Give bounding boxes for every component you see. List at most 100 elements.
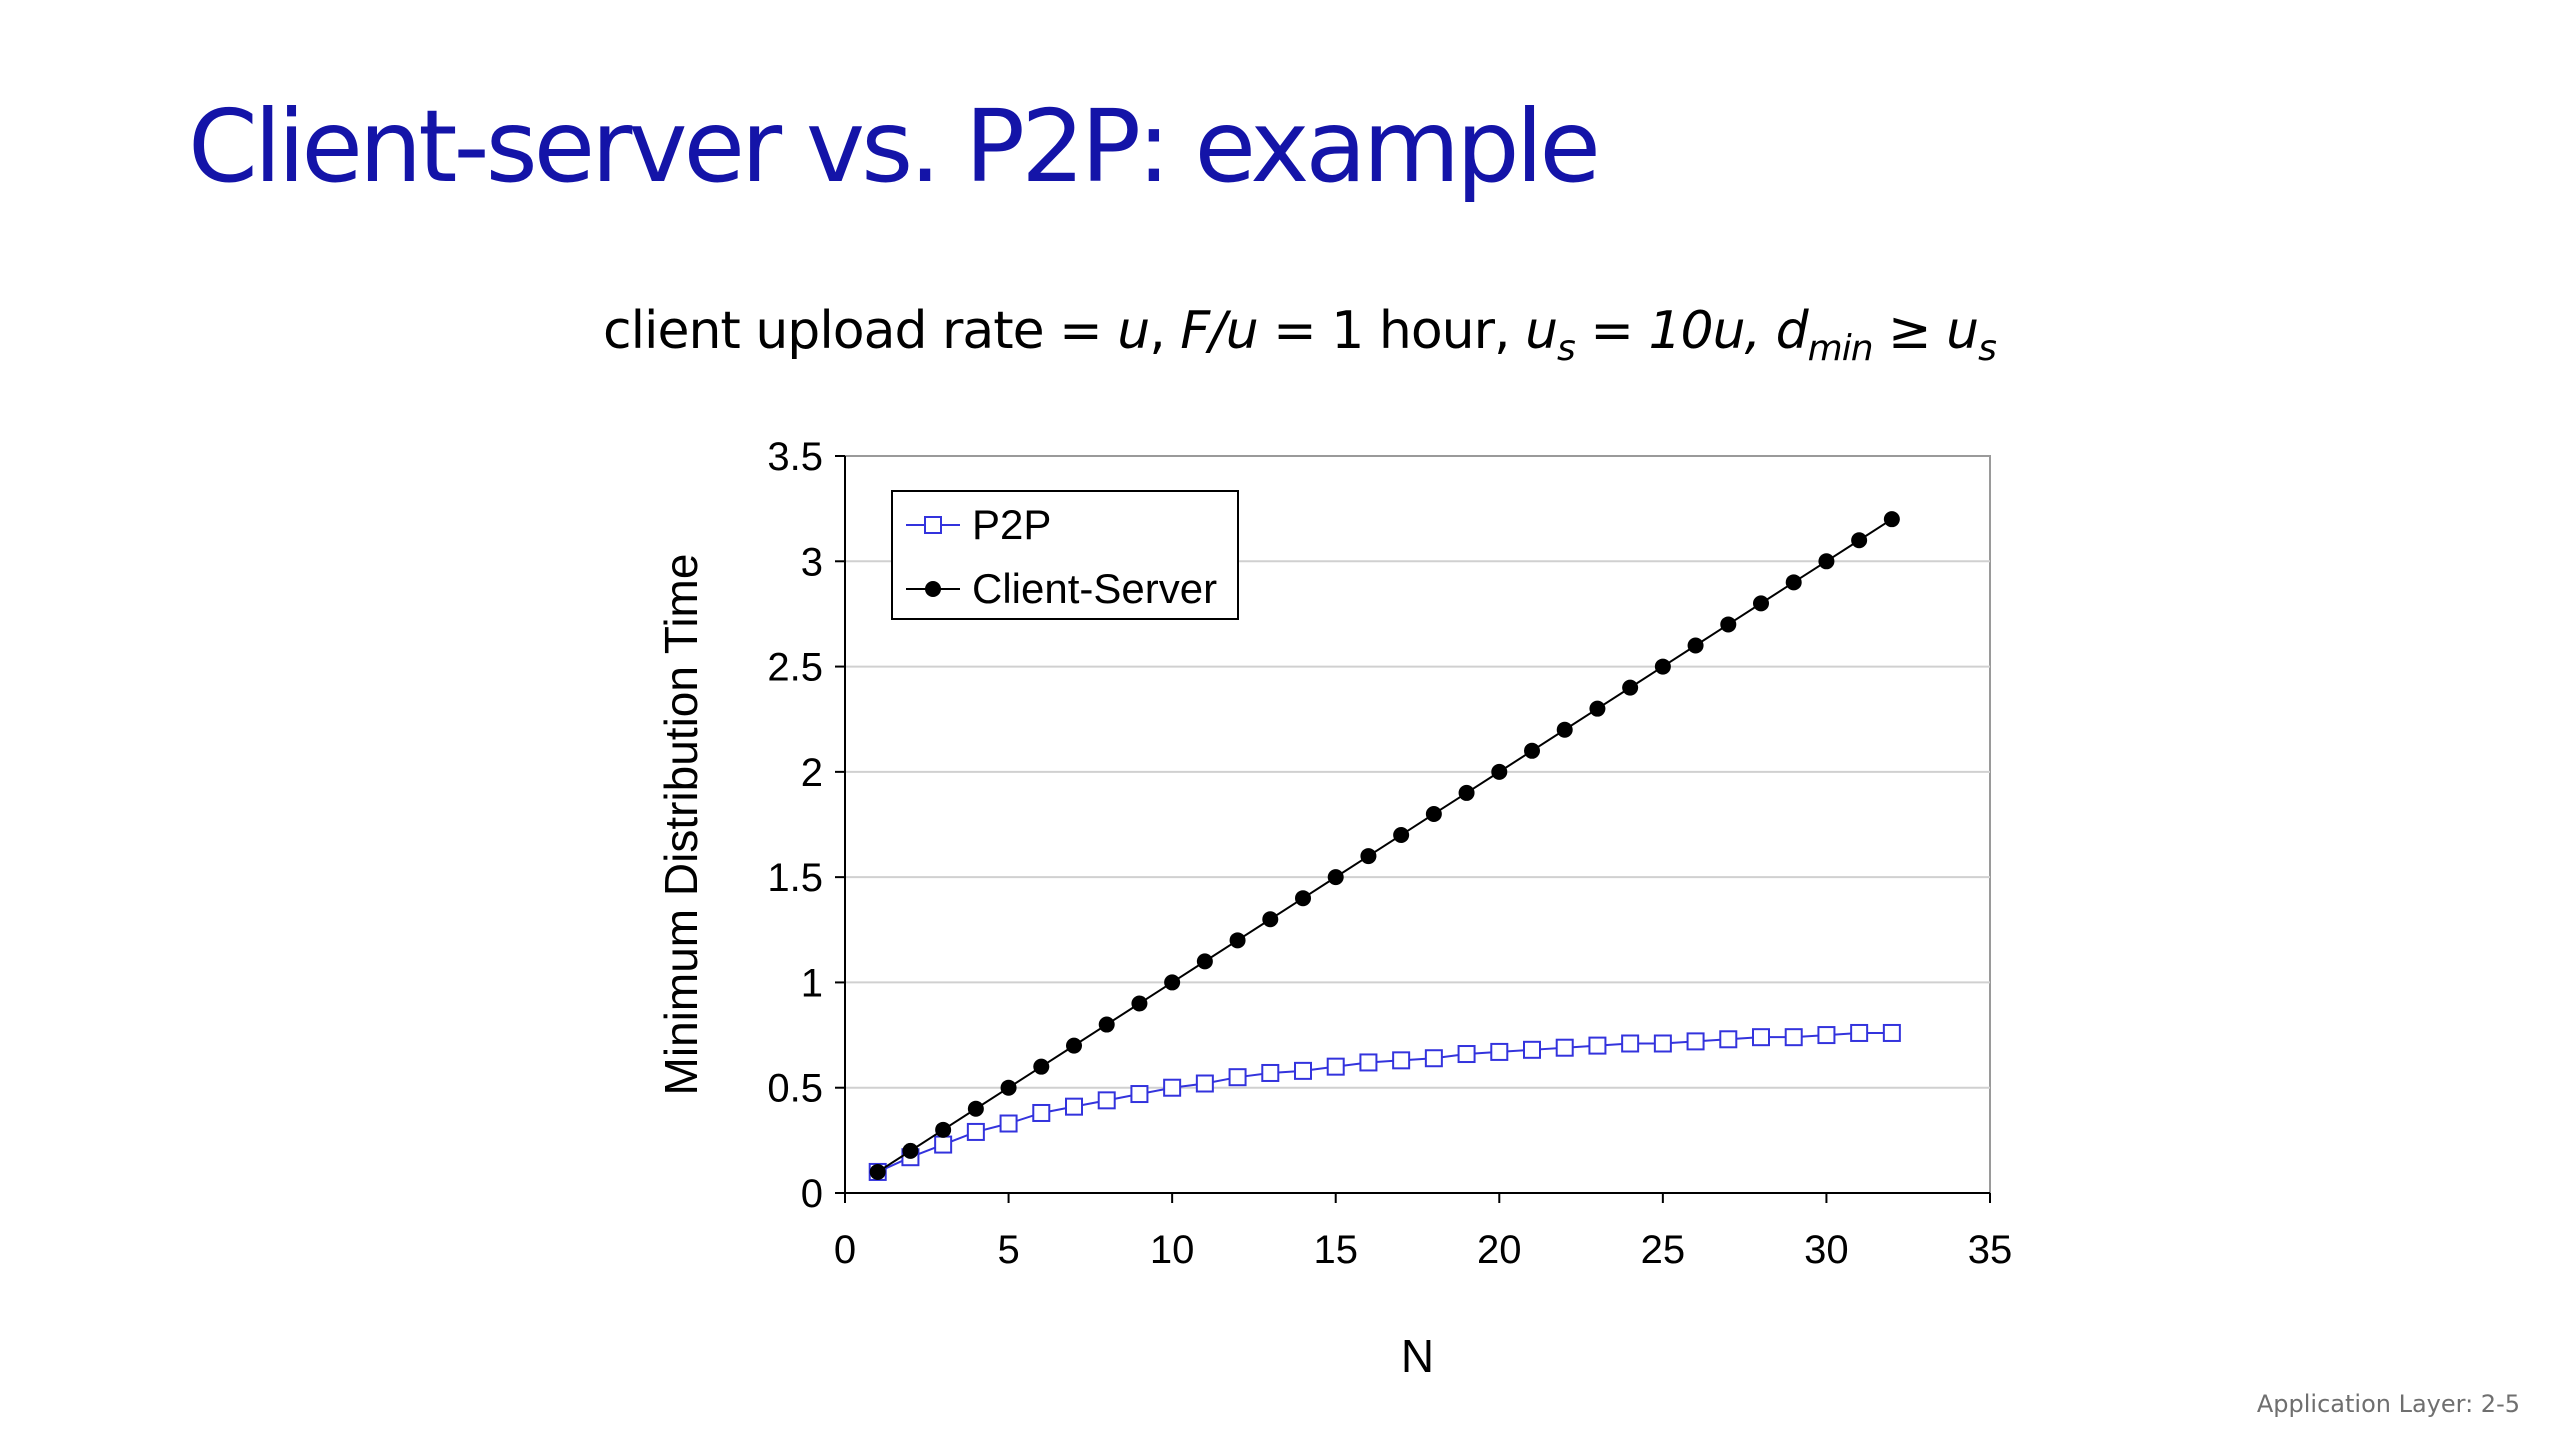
data-point-p2p [966, 1122, 985, 1141]
data-point-client-server [1720, 616, 1737, 633]
data-point-client-server [1425, 805, 1442, 822]
legend-marker-client-server [925, 581, 941, 597]
y-tick-label: 3 [801, 540, 823, 584]
legend-marker-p2p [924, 516, 942, 534]
slide-footer: Application Layer: 2-5 [2256, 1390, 2520, 1418]
data-point-client-server [1622, 679, 1639, 696]
data-point-p2p [1032, 1103, 1051, 1122]
y-tick-label: 2.5 [767, 646, 823, 690]
y-tick-label: 0 [801, 1172, 823, 1216]
caption-u: u [1117, 301, 1150, 361]
data-point-client-server [1000, 1079, 1017, 1096]
caption-us-eq: = 10u, [1574, 301, 1776, 361]
data-point-client-server [1196, 953, 1213, 970]
data-point-p2p [1752, 1028, 1770, 1047]
x-tick-label: 30 [1804, 1228, 1849, 1272]
caption-geq: ≥ [1872, 301, 1947, 361]
data-point-p2p [1686, 1032, 1705, 1051]
data-point-p2p [1457, 1045, 1476, 1064]
chart-caption: client upload rate = u, F/u = 1 hour, us… [603, 300, 1997, 367]
data-point-client-server [1131, 995, 1148, 1012]
data-point-p2p [1130, 1085, 1149, 1104]
data-point-client-server [1556, 721, 1573, 738]
data-point-client-server [1883, 511, 1900, 528]
data-point-p2p [1294, 1061, 1312, 1080]
x-tick-label: 20 [1477, 1228, 1522, 1272]
caption-us-u: u [1525, 301, 1558, 361]
data-point-client-server [1851, 532, 1868, 549]
data-point-client-server [1098, 1016, 1115, 1033]
y-tick-label: 2 [801, 751, 823, 795]
data-point-p2p [1653, 1034, 1672, 1053]
data-point-p2p [1784, 1028, 1803, 1047]
caption-us-sub: s [1557, 328, 1576, 369]
data-point-client-server [1360, 848, 1377, 865]
y-tick-label: 1.5 [767, 856, 823, 900]
data-point-p2p [1065, 1097, 1083, 1116]
data-point-client-server [1687, 637, 1704, 654]
data-point-client-server [1491, 763, 1508, 780]
x-tick-label: 35 [1968, 1228, 2013, 1272]
data-point-p2p [1621, 1034, 1640, 1053]
caption-us2-u: u [1946, 301, 1979, 361]
y-tick-label: 0.5 [767, 1067, 823, 1111]
data-point-client-server [1262, 911, 1279, 928]
data-point-p2p [1261, 1063, 1280, 1082]
y-tick-label: 3.5 [767, 435, 823, 479]
data-point-client-server [1589, 700, 1606, 717]
data-point-client-server [1033, 1058, 1050, 1075]
data-point-p2p [1588, 1036, 1607, 1055]
data-point-client-server [1753, 595, 1769, 612]
caption-dmin-sub: min [1807, 328, 1874, 369]
data-point-client-server [1229, 932, 1246, 949]
data-point-p2p [1850, 1023, 1869, 1042]
caption-us2-sub: s [1978, 328, 1997, 369]
data-point-client-server [1654, 658, 1671, 675]
data-point-p2p [1359, 1053, 1378, 1072]
legend-label: P2P [972, 501, 1051, 548]
data-point-client-server [1818, 553, 1835, 570]
data-point-p2p [1555, 1038, 1574, 1057]
data-point-p2p [1817, 1026, 1836, 1045]
legend-label: Client-Server [972, 565, 1217, 612]
x-tick-label: 0 [834, 1228, 856, 1272]
data-point-p2p [934, 1135, 953, 1154]
data-point-p2p [1424, 1049, 1443, 1068]
data-point-p2p [1163, 1078, 1182, 1097]
data-point-p2p [1392, 1051, 1411, 1070]
data-point-p2p [1490, 1042, 1509, 1061]
data-point-p2p [1326, 1057, 1345, 1076]
data-point-client-server [1327, 869, 1344, 886]
data-point-p2p [1195, 1074, 1214, 1093]
data-point-client-server [869, 1163, 886, 1180]
x-tick-label: 15 [1313, 1228, 1358, 1272]
y-axis-title: Minimum Distribution Time [655, 554, 707, 1096]
x-tick-label: 25 [1641, 1228, 1686, 1272]
legend-box [891, 490, 1239, 620]
data-point-p2p [1228, 1068, 1247, 1087]
data-point-client-server [1393, 827, 1410, 844]
data-point-client-server [1164, 974, 1181, 991]
caption-sep-1: , [1149, 301, 1181, 361]
data-point-p2p [1523, 1040, 1541, 1059]
data-point-client-server [1066, 1037, 1082, 1054]
data-point-p2p [1882, 1023, 1901, 1042]
x-tick-label: 5 [997, 1228, 1019, 1272]
data-point-client-server [1524, 742, 1540, 759]
caption-text-1: client upload rate = [603, 301, 1118, 361]
caption-dmin-d: d [1775, 301, 1809, 361]
caption-f-over-u: F/u [1180, 301, 1258, 361]
data-point-p2p [1097, 1091, 1116, 1110]
data-point-client-server [1458, 784, 1475, 801]
data-point-p2p [999, 1114, 1018, 1133]
data-point-p2p [1719, 1030, 1738, 1049]
data-point-client-server [902, 1142, 919, 1159]
data-point-client-server [1785, 574, 1802, 591]
x-axis-title: N [1401, 1330, 1434, 1382]
caption-text-2: = 1 hour, [1257, 301, 1526, 361]
data-point-client-server [935, 1121, 952, 1138]
data-point-client-server [967, 1100, 984, 1117]
data-point-client-server [1295, 890, 1311, 907]
